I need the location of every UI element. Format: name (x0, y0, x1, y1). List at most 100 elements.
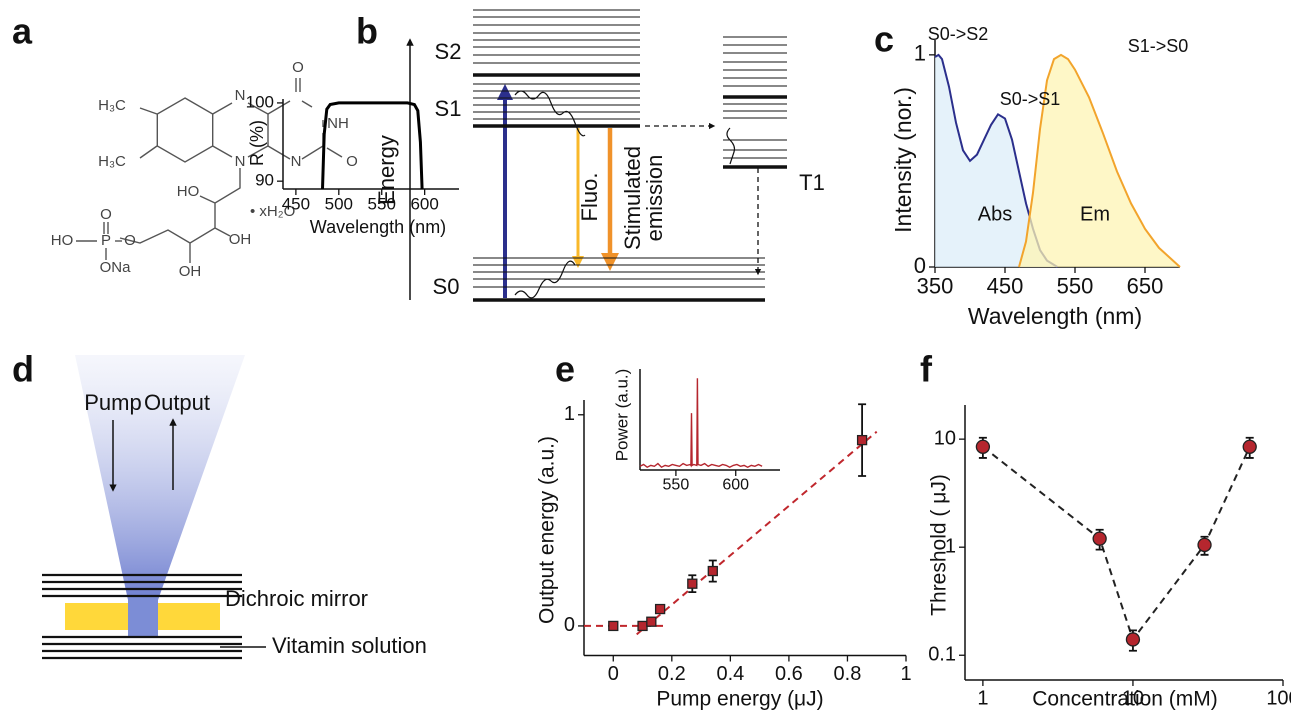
y-tick-label: 0 (564, 614, 575, 636)
label: Vitamin solution (272, 633, 427, 658)
y-tick-label: 0.1 (928, 644, 956, 666)
y-tick-label: 1 (914, 41, 926, 66)
ring (267, 100, 324, 160)
atom: P (101, 232, 111, 249)
atom: HO (177, 183, 200, 200)
point (856, 434, 868, 446)
state-label: T1 (799, 170, 825, 195)
x-tick-label: 600 (722, 476, 749, 493)
panel-label: c (874, 19, 894, 60)
atom: N (235, 153, 246, 170)
y-tick-label: 0 (914, 253, 926, 278)
atom: OH (179, 263, 202, 280)
transition-label: Fluo. (577, 173, 602, 222)
axis-label: Energy (374, 135, 399, 205)
panel-label: f (920, 349, 933, 390)
state-label: S1 (435, 96, 462, 121)
fit-line (636, 430, 878, 636)
ring (156, 97, 214, 163)
label: Output (144, 390, 210, 415)
x-axis-label: Wavelength (nm) (968, 303, 1142, 329)
beam-core (128, 595, 158, 637)
x-tick-label: 550 (663, 476, 690, 493)
label: Pump (84, 390, 141, 415)
molecule: H₃C H₃C N N NH O O N HO • xH₂O OH OH O H… (51, 59, 358, 280)
x-tick-label: 450 (987, 274, 1024, 299)
y-axis-label: Intensity (nor.) (890, 87, 916, 233)
x-tick-label: 450 (282, 195, 310, 214)
x-tick-label: 550 (1057, 274, 1094, 299)
panel-label: a (12, 11, 33, 52)
x-tick-label: 550 (368, 195, 396, 214)
x-axis-label: Pump energy (μJ) (656, 688, 823, 711)
x-tick-label: 350 (917, 274, 954, 299)
annotation: S1->S0 (1128, 36, 1189, 56)
x-tick-label: 100 (1266, 687, 1291, 709)
atom: OH (229, 231, 252, 248)
area-fill (935, 54, 1058, 268)
chain (119, 168, 241, 263)
point (687, 578, 698, 589)
ring (212, 102, 269, 158)
area-fill (1019, 54, 1180, 268)
atom: • xH₂O (250, 203, 295, 220)
x-tick-label: 0.4 (716, 663, 744, 685)
x-tick-label: 500 (325, 195, 353, 214)
y-tick-label: 1 (564, 403, 575, 425)
y-axis-label: Power (a.u.) (612, 369, 631, 462)
phosphate (103, 222, 109, 260)
state-label: S0 (433, 274, 460, 299)
y-axis-label: Output energy (a.u.) (536, 436, 559, 624)
x-tick-label: 0.8 (834, 663, 862, 685)
point (975, 439, 991, 454)
y-tick-label: 90 (255, 171, 274, 190)
atom: NH (327, 115, 349, 132)
relaxation (514, 260, 576, 299)
line (639, 378, 763, 469)
atom: O (292, 59, 304, 76)
point (1125, 632, 1141, 647)
line (321, 101, 424, 190)
point (637, 620, 648, 632)
x-axis-label: Wavelength (nm) (310, 217, 446, 237)
x-tick-label: 0.2 (658, 663, 686, 685)
relaxation (726, 127, 736, 165)
atom: H₃C (98, 153, 126, 170)
transition-label: Stimulated (620, 146, 645, 250)
atom: ONa (100, 259, 132, 276)
panel-label: e (555, 349, 575, 390)
bond (139, 145, 158, 159)
x-tick-label: 0.6 (775, 663, 803, 685)
relaxation (514, 90, 586, 137)
y-tick-label: 100 (246, 92, 274, 111)
atom: H₃C (98, 97, 126, 114)
mirrors (42, 573, 242, 660)
x-axis-label: Concentration (mM) (1032, 688, 1218, 711)
atom: N (235, 87, 246, 104)
setup: Pump Output Dichroic mirror Vitamin solu… (42, 355, 427, 660)
y-tick-label: 10 (934, 427, 956, 449)
y-axis-label: Threshold ( μJ) (928, 474, 951, 616)
annotation: Abs (978, 203, 1012, 225)
label: Dichroic mirror (225, 586, 368, 611)
state-label: S2 (435, 39, 462, 64)
beam (75, 355, 245, 600)
panel-labels: a b c d e f (12, 11, 933, 390)
point (1242, 439, 1257, 454)
line (1018, 53, 1181, 268)
point (646, 616, 657, 627)
point (1092, 531, 1107, 546)
point (608, 620, 619, 632)
transition-label: emission (642, 155, 667, 242)
x-tick-label: 1 (900, 663, 911, 685)
y-axis-label: R (%) (247, 120, 267, 166)
atom: O (124, 232, 136, 249)
x-tick-label: 10 (1122, 687, 1144, 709)
annotation: S0->S2 (928, 24, 989, 44)
atom: HO (51, 232, 74, 249)
point (654, 603, 666, 615)
bond (326, 147, 343, 158)
bond (139, 107, 158, 115)
point (707, 565, 718, 577)
